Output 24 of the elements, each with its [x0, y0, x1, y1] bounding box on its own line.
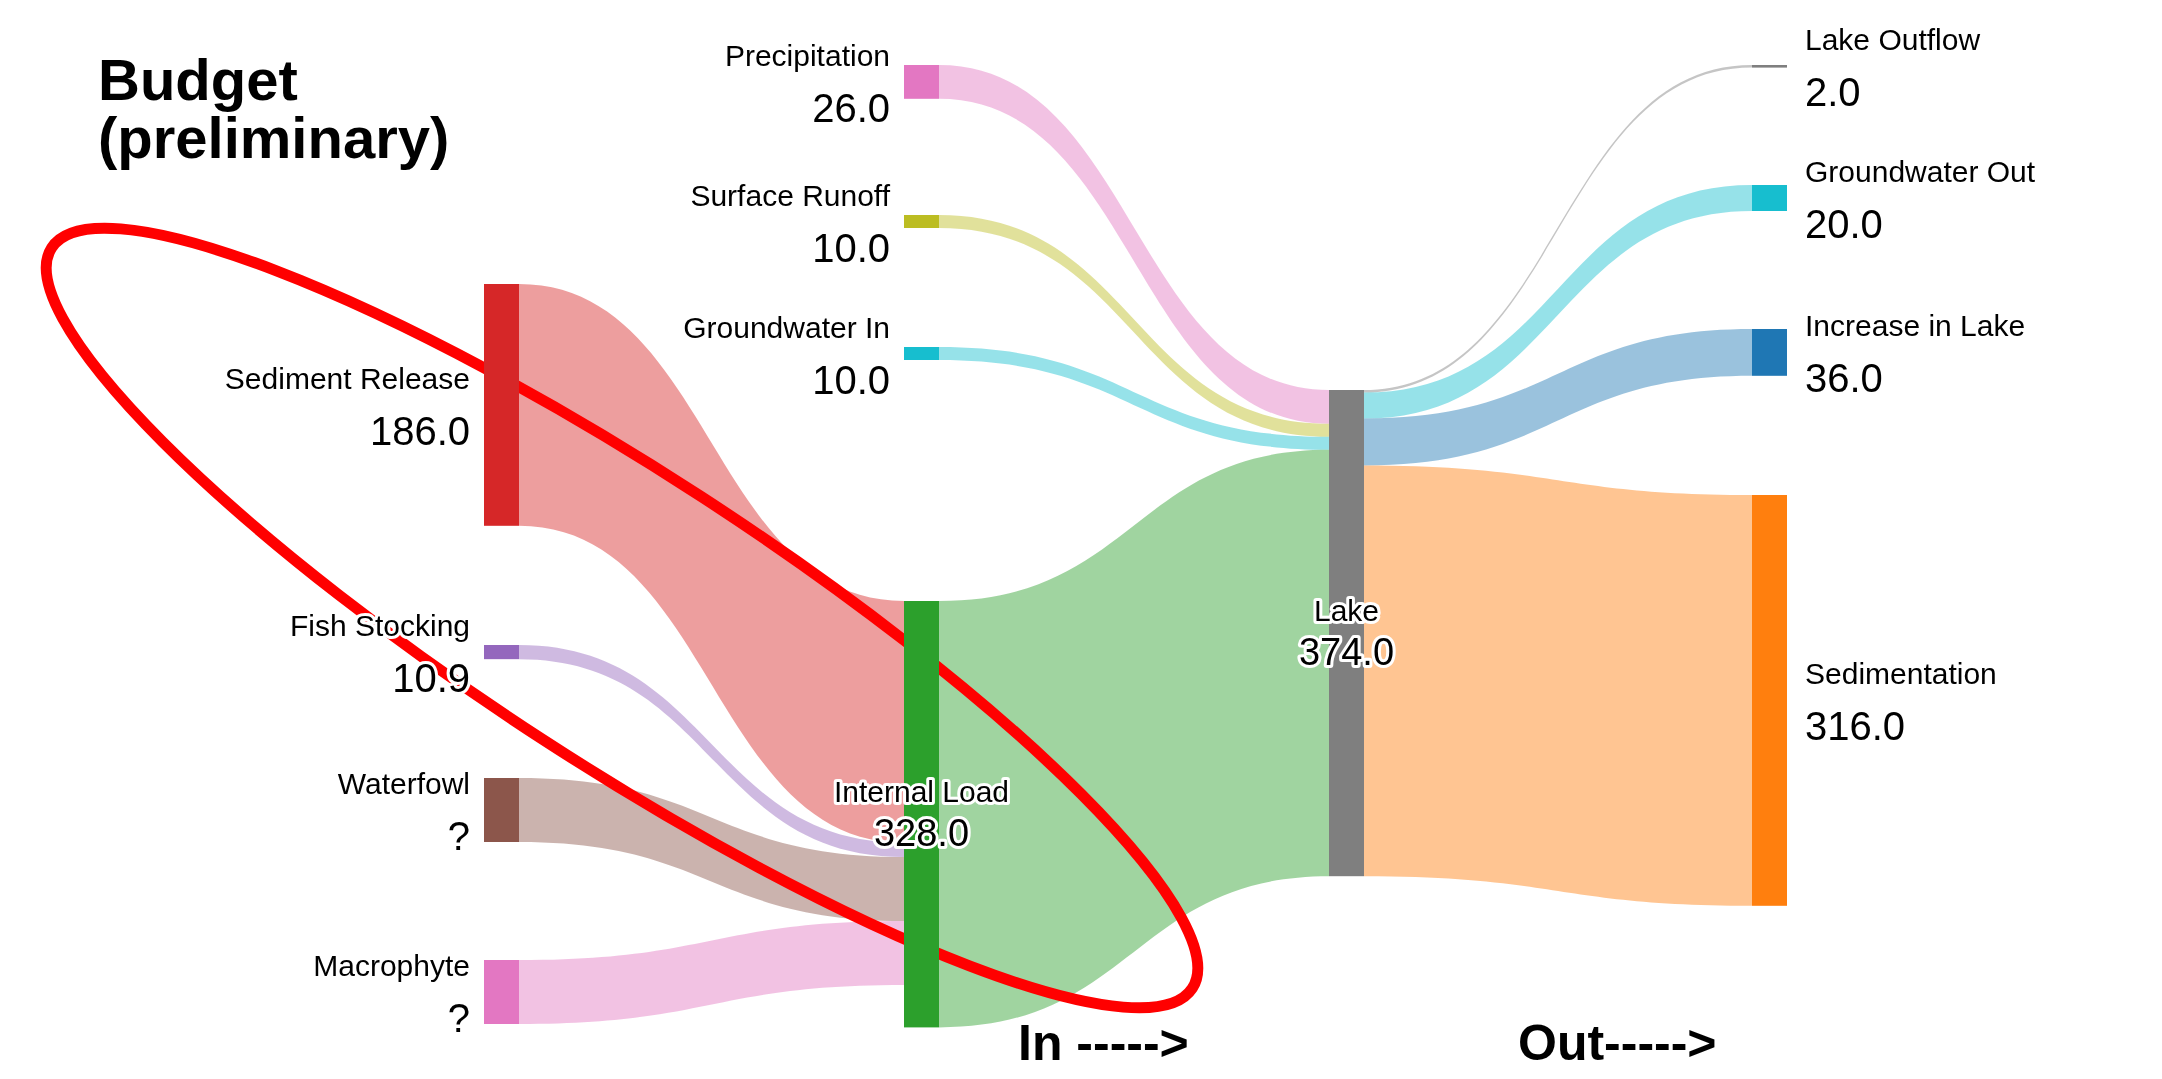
category-label: Increase in Lake: [1805, 309, 2026, 343]
data-label: ?: [447, 996, 470, 1040]
data-label: 20.0: [1805, 202, 1883, 246]
category-label: Groundwater In: [683, 310, 890, 344]
category-label: Macrophyte: [313, 949, 470, 982]
data-label: 26.0: [812, 85, 890, 130]
text: Budget (preliminary): [98, 47, 450, 170]
data-label: ?: [447, 814, 470, 858]
data-label: 10.0: [812, 225, 890, 270]
category-label: Sedimentation: [1805, 657, 1997, 691]
category-label: Lake Outflow: [1805, 23, 1981, 57]
data-label: 2.0: [1805, 70, 1861, 115]
data-label: 10.0: [812, 357, 890, 402]
data-label: 186.0: [369, 408, 470, 453]
text: In ----->: [1018, 1015, 1189, 1071]
category-label: Surface Runoff: [690, 178, 891, 212]
data-label: 36.0: [1805, 356, 1883, 401]
category-label: Precipitation: [724, 38, 890, 72]
data-label: 316.0: [1805, 704, 1906, 749]
category-label: Sediment Release: [224, 361, 470, 395]
category-label: Groundwater Out: [1805, 155, 2036, 188]
text: Out----->: [1518, 1015, 1717, 1071]
data-label: 374.0: [1298, 631, 1395, 674]
category-label: Waterfowl: [337, 767, 470, 800]
